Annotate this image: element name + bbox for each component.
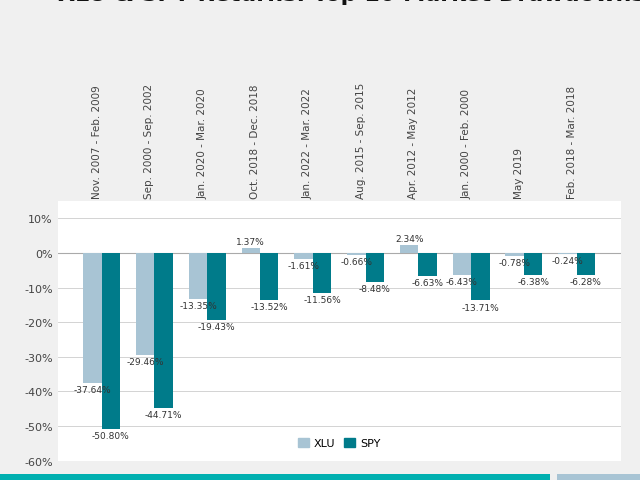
- Bar: [347, 253, 365, 256]
- Bar: [313, 253, 332, 293]
- Text: -0.24%: -0.24%: [552, 256, 584, 265]
- Text: -37.64%: -37.64%: [74, 385, 111, 395]
- Bar: [136, 253, 154, 355]
- Bar: [452, 253, 471, 276]
- Text: -0.78%: -0.78%: [499, 258, 531, 267]
- Legend: XLU, SPY: XLU, SPY: [294, 434, 385, 453]
- Bar: [207, 253, 226, 321]
- Text: -6.43%: -6.43%: [446, 278, 478, 287]
- Text: -19.43%: -19.43%: [198, 323, 236, 332]
- Bar: [558, 253, 577, 254]
- Bar: [577, 253, 595, 275]
- Text: -6.28%: -6.28%: [570, 277, 602, 286]
- Text: -0.66%: -0.66%: [340, 258, 372, 267]
- Text: -50.80%: -50.80%: [92, 431, 130, 440]
- Text: -44.71%: -44.71%: [145, 410, 182, 419]
- Bar: [154, 253, 173, 408]
- Text: -11.56%: -11.56%: [303, 296, 341, 304]
- Text: -6.38%: -6.38%: [517, 277, 549, 287]
- Bar: [294, 253, 313, 259]
- Text: -1.61%: -1.61%: [287, 261, 319, 270]
- Text: 1.37%: 1.37%: [236, 238, 265, 247]
- Text: -6.63%: -6.63%: [412, 278, 444, 288]
- Bar: [189, 253, 207, 300]
- Text: -13.35%: -13.35%: [179, 301, 217, 311]
- Bar: [419, 253, 437, 276]
- Bar: [241, 249, 260, 253]
- Bar: [260, 253, 278, 300]
- Bar: [471, 253, 490, 301]
- Text: -13.52%: -13.52%: [250, 302, 288, 311]
- Text: -8.48%: -8.48%: [359, 285, 391, 294]
- Bar: [524, 253, 543, 276]
- Bar: [102, 253, 120, 429]
- Text: -29.46%: -29.46%: [127, 357, 164, 366]
- Text: 2.34%: 2.34%: [395, 234, 424, 243]
- Bar: [400, 245, 419, 253]
- Bar: [506, 253, 524, 256]
- Text: XLU & SPY Returns: Top 10 Market Drawdowns: XLU & SPY Returns: Top 10 Market Drawdow…: [58, 0, 640, 5]
- Bar: [83, 253, 102, 384]
- Text: -13.71%: -13.71%: [461, 303, 499, 312]
- Bar: [365, 253, 384, 283]
